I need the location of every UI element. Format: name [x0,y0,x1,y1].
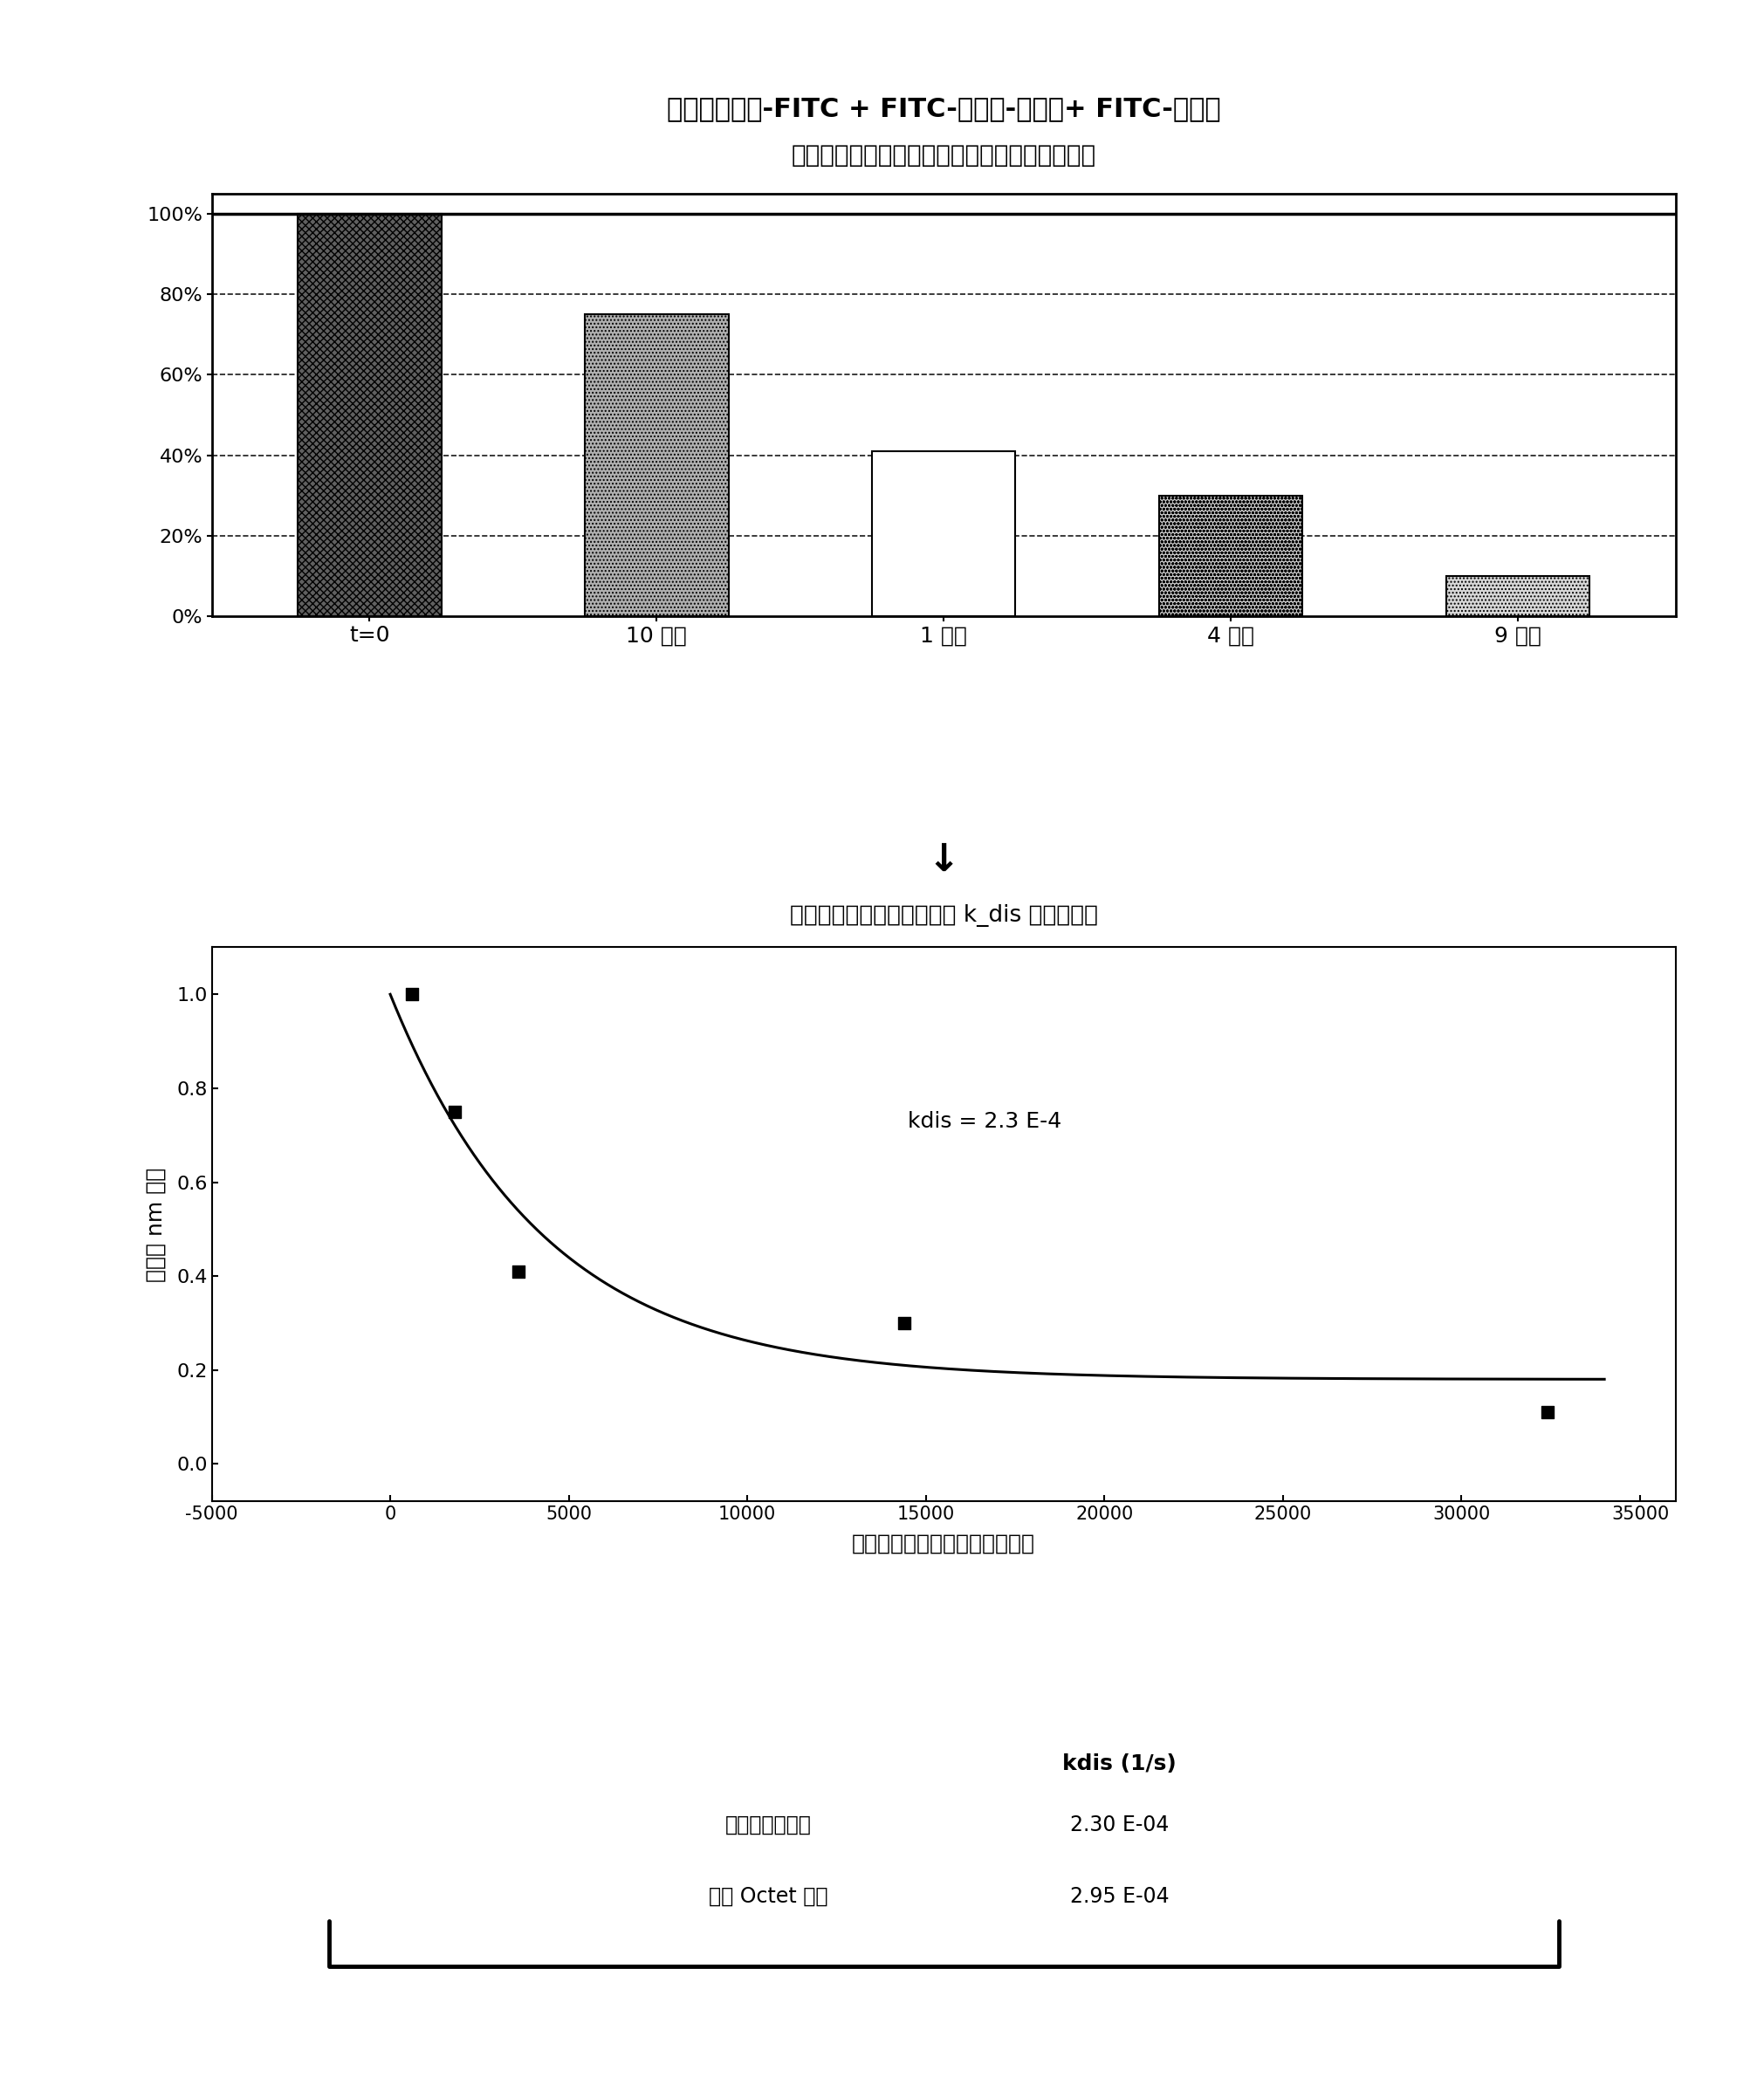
Bar [586,314,729,617]
Text: 模型系统：抗-FITC + FITC-葡聚糖-生物素+ FITC-葡聚糖: 模型系统：抗-FITC + FITC-葡聚糖-生物素+ FITC-葡聚糖 [667,96,1221,121]
Text: kdis (1/s): kdis (1/s) [1062,1753,1177,1774]
Point [891,1305,919,1339]
Text: 基于溶液的分析: 基于溶液的分析 [725,1814,811,1835]
Text: ↓: ↓ [928,841,960,879]
Point [1533,1395,1561,1429]
Y-axis label: 标准化 nm 移动: 标准化 nm 移动 [146,1167,168,1282]
Text: 2.95 E-04: 2.95 E-04 [1069,1887,1170,1908]
X-axis label: 添加游离分析物后的时间（秒）: 添加游离分析物后的时间（秒） [852,1533,1035,1554]
Bar [1159,496,1302,617]
Point [505,1255,533,1289]
Text: 在添加游离分析物后的选取时间点的标准化结合: 在添加游离分析物后的选取时间点的标准化结合 [792,142,1095,167]
Text: 2.30 E-04: 2.30 E-04 [1071,1814,1170,1835]
Text: 结合对时间的曲线图及确定 k_dis 的指数拟合: 结合对时间的曲线图及确定 k_dis 的指数拟合 [790,904,1097,927]
Bar [298,213,441,617]
Point [397,977,425,1010]
Bar [871,452,1016,617]
Text: 标准 Octet 分析: 标准 Octet 分析 [709,1887,827,1908]
Text: kdis = 2.3 E-4: kdis = 2.3 E-4 [908,1111,1062,1132]
Point [441,1094,469,1128]
Bar [1446,575,1589,617]
